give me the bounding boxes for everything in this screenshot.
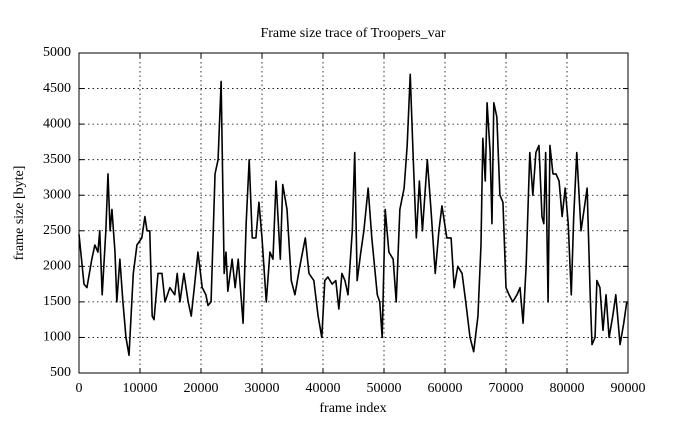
x-tick-label: 0 — [76, 381, 83, 396]
x-tick-label: 30000 — [245, 381, 280, 396]
y-tick-label: 1500 — [43, 294, 71, 309]
x-axis-label: frame index — [319, 401, 386, 416]
x-tick-label: 60000 — [428, 381, 463, 396]
x-tick-label: 20000 — [184, 381, 219, 396]
y-tick-label: 2500 — [43, 223, 71, 238]
x-tick-label: 50000 — [367, 381, 402, 396]
y-axis-label: frame size [byte] — [12, 166, 27, 261]
y-tick-label: 4000 — [43, 116, 71, 131]
x-tick-label: 80000 — [550, 381, 585, 396]
x-tick-label: 70000 — [489, 381, 524, 396]
chart-title: Frame size trace of Troopers_var — [260, 26, 445, 41]
x-tick-label: 90000 — [611, 381, 646, 396]
y-tick-label: 1000 — [43, 330, 71, 345]
y-tick-label: 500 — [50, 365, 71, 380]
x-tick-label: 40000 — [306, 381, 341, 396]
y-tick-label: 5000 — [43, 45, 71, 60]
data-line — [78, 73, 628, 357]
y-tick-label: 3500 — [43, 152, 71, 167]
y-tick-label: 4500 — [43, 81, 71, 96]
x-tick-label: 10000 — [123, 381, 158, 396]
plot-frame — [78, 52, 629, 374]
y-tick-label: 3000 — [43, 187, 71, 202]
y-tick-label: 2000 — [43, 259, 71, 274]
